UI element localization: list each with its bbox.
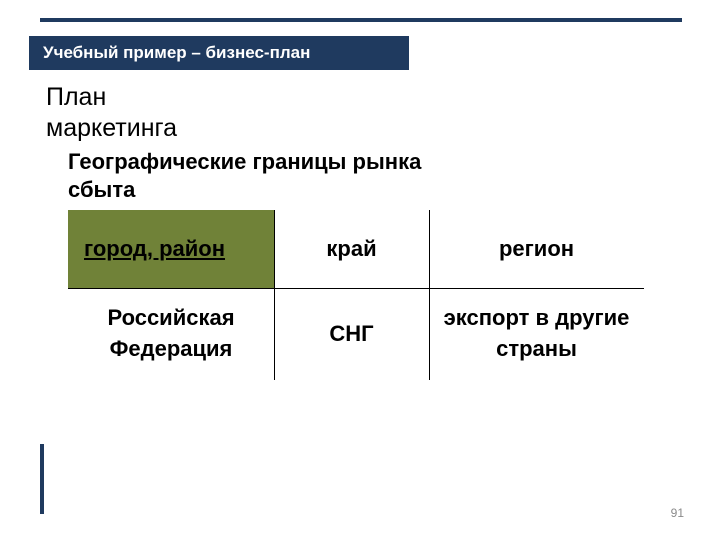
- table-cell-r1c0: Российская Федерация: [68, 288, 274, 380]
- banner-text: Учебный пример – бизнес-план: [43, 43, 310, 63]
- table-row-separator: [68, 288, 644, 289]
- table-col-separator-2: [429, 210, 430, 380]
- table-cell-r1c2: экспорт в другие страны: [429, 288, 644, 380]
- title-line-2: маркетинга: [46, 114, 177, 142]
- subtitle-line-2: сбыта: [68, 177, 135, 202]
- banner: Учебный пример – бизнес-план: [29, 36, 409, 70]
- table-grid: город, район край регион Российская Феде…: [68, 210, 644, 380]
- table-cell-r0c2: регион: [429, 210, 644, 288]
- top-horizontal-rule: [40, 18, 682, 22]
- title-line-1: План: [46, 83, 106, 111]
- table-cell-r1c1: СНГ: [274, 288, 429, 380]
- slide-subtitle: Географические границы рынка сбыта: [68, 148, 421, 203]
- table-cell-r0c0: город, район: [68, 210, 274, 288]
- bottom-left-vertical-rule: [40, 444, 44, 514]
- geography-table: город, район край регион Российская Феде…: [68, 210, 644, 380]
- table-cell-r0c1: край: [274, 210, 429, 288]
- slide-title: План маркетинга: [46, 82, 177, 145]
- table-col-separator-1: [274, 210, 275, 380]
- page-number: 91: [671, 506, 684, 520]
- subtitle-line-1: Географические границы рынка: [68, 149, 421, 174]
